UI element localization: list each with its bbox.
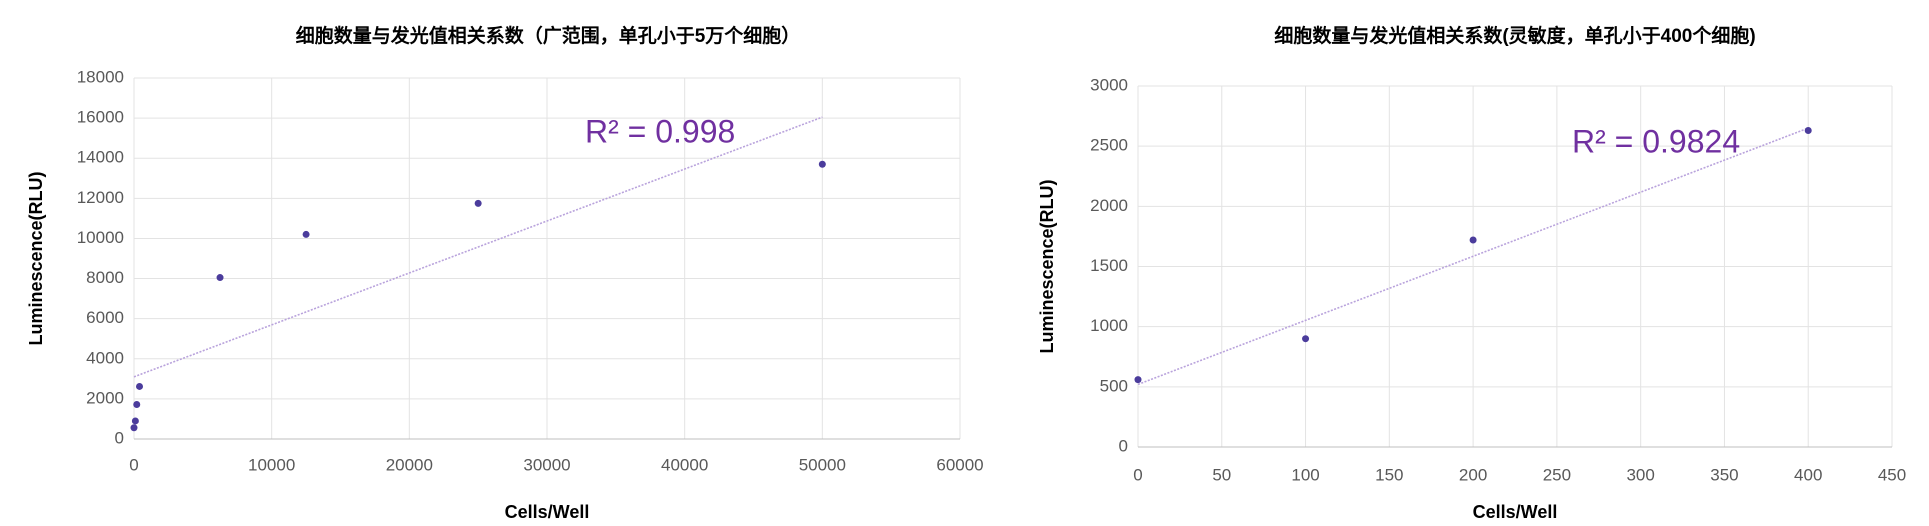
x-tick-label: 50 (1212, 465, 1231, 484)
point (1804, 127, 1812, 135)
x-tick-label: 0 (129, 455, 138, 474)
y-tick-label: 4000 (86, 348, 124, 367)
y-tick-label: 2000 (86, 388, 124, 407)
y-tick-label: 18000 (77, 67, 124, 86)
x-tick-label: 10000 (248, 455, 295, 474)
x-tick-label: 200 (1459, 465, 1487, 484)
x-tick-label: 400 (1794, 465, 1822, 484)
point (818, 160, 826, 168)
x-tick-label: 300 (1626, 465, 1654, 484)
r-squared: R² = 0.9824 (1572, 123, 1740, 159)
x-tick-label: 20000 (386, 455, 433, 474)
chart-title: 细胞数量与发光值相关系数(灵敏度，单孔小于400个细胞) (1274, 24, 1755, 47)
x-tick-label: 0 (1133, 465, 1142, 484)
r-squared: R² = 0.998 (585, 113, 735, 149)
trendline (133, 116, 823, 378)
point (474, 199, 482, 207)
y-tick-label: 2000 (1090, 196, 1128, 215)
x-tick-label: 150 (1375, 465, 1403, 484)
point (1469, 236, 1477, 244)
y-tick-label: 14000 (77, 148, 124, 167)
point (133, 401, 141, 409)
point (302, 230, 310, 238)
y-axis-label: Luminescence(RLU) (1037, 179, 1057, 353)
point (216, 274, 224, 282)
x-tick-label: 350 (1710, 465, 1738, 484)
chart-title: 细胞数量与发光值相关系数（广范围，单孔小于5万个细胞） (296, 24, 801, 47)
y-tick-label: 0 (1119, 436, 1128, 455)
point (130, 424, 138, 432)
x-axis-label: Cells/Well (1473, 502, 1558, 522)
y-tick-label: 2500 (1090, 136, 1128, 155)
y-tick-label: 12000 (77, 188, 124, 207)
y-tick-label: 1500 (1090, 256, 1128, 275)
y-axis-label: Luminescence(RLU) (26, 171, 46, 345)
x-tick-label: 250 (1543, 465, 1571, 484)
x-axis-label: Cells/Well (505, 502, 590, 522)
x-tick-label: 40000 (661, 455, 708, 474)
y-tick-label: 1000 (1090, 316, 1128, 335)
point (131, 417, 139, 425)
point (136, 382, 144, 390)
y-tick-label: 10000 (77, 228, 124, 247)
x-tick-label: 50000 (799, 455, 846, 474)
y-tick-label: 8000 (86, 268, 124, 287)
x-tick-label: 30000 (523, 455, 570, 474)
y-tick-label: 3000 (1090, 75, 1128, 94)
point (1302, 335, 1310, 343)
y-tick-label: 6000 (86, 308, 124, 327)
y-tick-label: 16000 (77, 108, 124, 127)
point (1134, 376, 1142, 384)
x-tick-label: 100 (1291, 465, 1319, 484)
y-tick-label: 0 (115, 428, 124, 447)
x-tick-label: 60000 (936, 455, 983, 474)
trendline (1137, 127, 1809, 386)
y-tick-label: 500 (1100, 376, 1128, 395)
x-tick-label: 450 (1878, 465, 1906, 484)
